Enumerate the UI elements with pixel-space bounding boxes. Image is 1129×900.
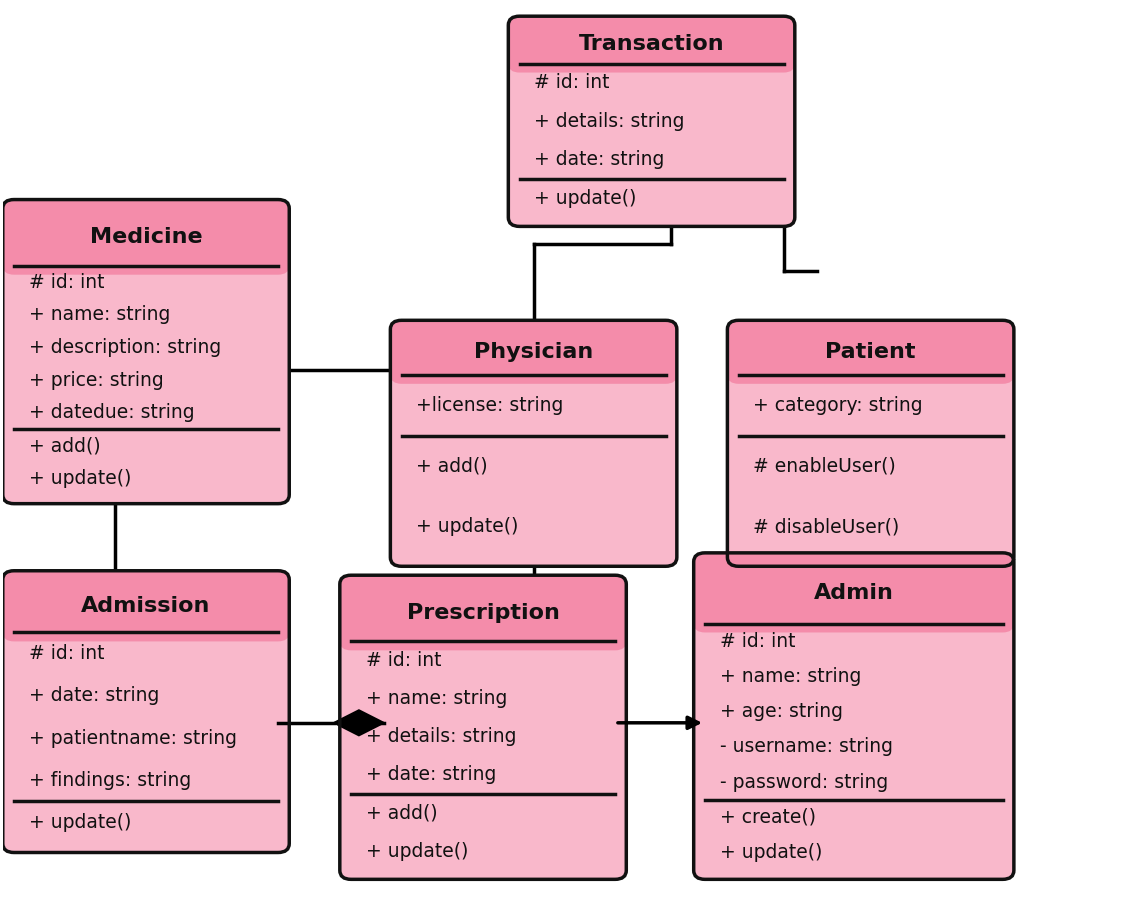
Text: + name: string: + name: string	[28, 305, 170, 324]
Text: Admin: Admin	[814, 582, 894, 603]
Text: + add(): + add()	[28, 436, 100, 455]
Text: + update(): + update()	[366, 842, 469, 860]
FancyBboxPatch shape	[508, 16, 795, 227]
Text: + update(): + update()	[719, 843, 822, 862]
Text: Medicine: Medicine	[89, 227, 202, 248]
FancyBboxPatch shape	[352, 613, 614, 642]
FancyBboxPatch shape	[403, 352, 665, 375]
Text: + name: string: + name: string	[366, 689, 507, 708]
FancyBboxPatch shape	[2, 571, 289, 852]
Text: + name: string: + name: string	[719, 667, 861, 686]
FancyBboxPatch shape	[693, 553, 1014, 879]
FancyBboxPatch shape	[2, 571, 289, 642]
Text: # id: int: # id: int	[534, 73, 610, 93]
Text: + category: string: + category: string	[753, 396, 922, 415]
Text: # id: int: # id: int	[719, 632, 795, 651]
FancyBboxPatch shape	[15, 606, 277, 633]
Text: Transaction: Transaction	[579, 34, 725, 54]
Text: # enableUser(): # enableUser()	[753, 456, 896, 475]
FancyBboxPatch shape	[739, 352, 1001, 375]
FancyBboxPatch shape	[727, 320, 1014, 566]
Text: Physician: Physician	[474, 342, 593, 362]
Text: + datedue: string: + datedue: string	[28, 403, 194, 422]
FancyBboxPatch shape	[706, 593, 1001, 624]
FancyBboxPatch shape	[2, 200, 289, 274]
FancyBboxPatch shape	[520, 44, 782, 64]
Text: # id: int: # id: int	[28, 273, 104, 292]
Text: + date: string: + date: string	[534, 150, 665, 169]
Text: + update(): + update()	[534, 189, 637, 208]
Text: Admission: Admission	[81, 596, 211, 617]
Text: # disableUser(): # disableUser()	[753, 518, 900, 536]
Text: + update(): + update()	[28, 813, 131, 832]
FancyBboxPatch shape	[727, 320, 1014, 383]
FancyBboxPatch shape	[2, 200, 289, 504]
FancyBboxPatch shape	[340, 575, 627, 879]
Text: + create(): + create()	[719, 808, 815, 827]
FancyBboxPatch shape	[391, 320, 677, 566]
Text: + description: string: + description: string	[28, 338, 221, 357]
Text: # id: int: # id: int	[366, 651, 441, 670]
FancyBboxPatch shape	[508, 16, 795, 73]
FancyBboxPatch shape	[693, 553, 1014, 633]
Text: # id: int: # id: int	[28, 644, 104, 663]
Text: + details: string: + details: string	[366, 727, 516, 746]
Text: + patientname: string: + patientname: string	[28, 728, 237, 748]
Text: + date: string: + date: string	[28, 687, 159, 706]
Text: - password: string: - password: string	[719, 773, 887, 792]
Text: + details: string: + details: string	[534, 112, 684, 130]
Text: + date: string: + date: string	[366, 766, 496, 785]
Text: +license: string: +license: string	[417, 396, 563, 415]
Text: Patient: Patient	[825, 342, 916, 362]
Text: Prescription: Prescription	[406, 603, 560, 623]
Text: + add(): + add()	[417, 456, 488, 475]
Text: + update(): + update()	[28, 469, 131, 488]
FancyBboxPatch shape	[391, 320, 677, 383]
Text: + findings: string: + findings: string	[28, 770, 191, 789]
FancyBboxPatch shape	[15, 237, 277, 266]
Text: + add(): + add()	[366, 804, 437, 823]
Text: - username: string: - username: string	[719, 737, 893, 757]
Text: + age: string: + age: string	[719, 702, 842, 721]
Text: + price: string: + price: string	[28, 371, 164, 390]
Polygon shape	[334, 710, 384, 735]
FancyBboxPatch shape	[340, 575, 627, 651]
Text: + update(): + update()	[417, 518, 518, 536]
